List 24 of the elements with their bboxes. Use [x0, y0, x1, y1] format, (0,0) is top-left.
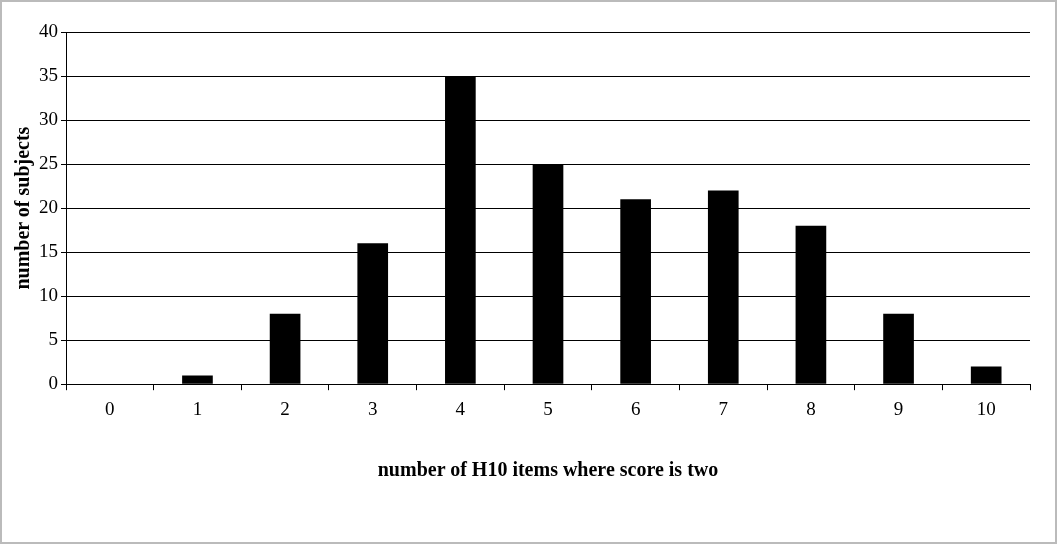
bar [182, 375, 213, 384]
x-tick-label: 5 [543, 397, 553, 419]
y-tick-label: 30 [39, 108, 58, 130]
y-axis-title: number of subjects [11, 126, 35, 290]
x-tick-label: 6 [630, 397, 641, 419]
x-tick-label: 8 [806, 397, 816, 419]
y-tick-label: 25 [39, 152, 58, 174]
x-axis-title: number of H10 items where score is two [377, 458, 719, 481]
y-tick-label: 0 [48, 372, 58, 394]
y-tick-label: 35 [39, 64, 58, 86]
bar [970, 366, 1002, 384]
y-tick-label: 5 [48, 328, 58, 350]
x-tick-label: 9 [893, 397, 904, 419]
x-tick-label: 1 [192, 397, 203, 419]
x-tick-label: 2 [280, 397, 290, 419]
x-tick-label: 0 [105, 397, 115, 419]
y-tick-label: 40 [39, 19, 58, 41]
y-tick-label: 15 [39, 240, 58, 262]
y-tick-label: 20 [39, 196, 58, 218]
x-tick-label: 7 [718, 397, 729, 419]
x-tick-label: 10 [976, 397, 996, 419]
x-tick-label: 3 [367, 397, 378, 419]
x-tick-label: 4 [455, 397, 466, 419]
y-tick-label: 10 [39, 284, 58, 306]
